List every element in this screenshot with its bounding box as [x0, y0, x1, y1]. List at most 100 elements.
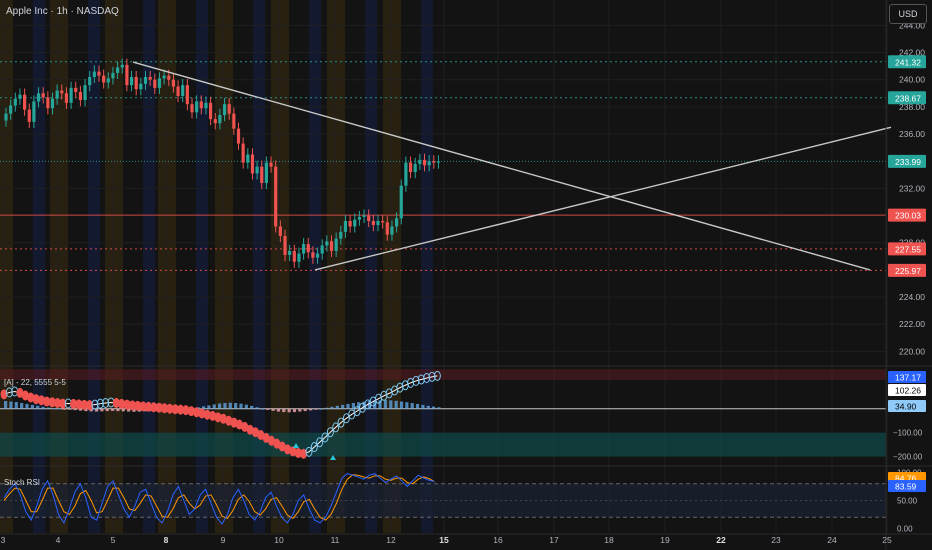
osc-cloud-mark	[337, 417, 345, 428]
pre-market-band	[158, 0, 176, 533]
osc-histogram-bar	[319, 408, 323, 410]
candle-body	[264, 162, 268, 183]
candle-body	[408, 162, 413, 173]
candle-body	[315, 253, 320, 258]
candle-body	[143, 77, 148, 84]
osc-cloud-mark	[96, 398, 104, 409]
osc-cloud-mark	[433, 370, 441, 381]
osc-histogram-bar	[314, 408, 318, 410]
candle-body	[422, 159, 427, 166]
candle-body	[283, 235, 287, 255]
candle-body	[32, 101, 36, 122]
time-axis[interactable]: 3 4 5 8 9 10 11 12 15 16 17 18 19 22 23 24 25	[1, 535, 892, 545]
candle-body	[250, 154, 255, 174]
price-tick-label: 222.00	[899, 319, 925, 329]
candle-body	[427, 161, 431, 166]
candle-body	[246, 154, 250, 163]
candle-body	[9, 105, 13, 114]
time-tick-label: 9	[221, 535, 226, 545]
osc-cloud-mark	[412, 375, 420, 386]
price-level-value: 241.32	[895, 57, 921, 67]
price-tick-label: 224.00	[899, 292, 925, 302]
time-tick-label: 5	[111, 535, 116, 545]
price-level-tag	[888, 55, 926, 69]
osc-histogram-bar	[308, 408, 313, 411]
osc-histogram-bar	[303, 408, 307, 412]
candle-body	[50, 98, 55, 109]
osc-value-label: 137.17	[895, 373, 921, 383]
candle-body	[260, 166, 264, 183]
candle-body	[222, 104, 227, 116]
osc-histogram-bar	[105, 408, 109, 412]
osc-histogram-bar	[292, 408, 297, 413]
osc-histogram-bar	[121, 408, 125, 412]
osc-histogram-bar	[94, 408, 99, 412]
candle-body	[357, 216, 361, 220]
candle-body	[185, 85, 189, 105]
candle-body	[395, 218, 399, 227]
osc-histogram-bar	[212, 404, 216, 409]
osc-histogram-bar	[100, 408, 104, 412]
osc-histogram-bar	[432, 406, 436, 409]
pre-market-band	[215, 0, 233, 533]
osc-cloud-mark	[417, 374, 425, 385]
trendline-ascending	[314, 126, 892, 271]
osc-cloud-mark	[326, 427, 334, 438]
candle-body	[241, 143, 245, 163]
time-tick-label: 24	[827, 535, 837, 545]
candle-body	[227, 104, 231, 114]
candle-body	[306, 244, 310, 253]
candle-body	[195, 101, 199, 113]
osc-histogram-bar	[4, 401, 8, 409]
osc-value-label: 102.26	[895, 386, 921, 396]
osc-histogram-bar	[260, 408, 264, 410]
osc-histogram-bar	[394, 400, 398, 409]
candle-body	[181, 85, 185, 97]
price-level-value: 238.67	[895, 93, 921, 103]
candle-body	[302, 244, 306, 254]
candle-body	[269, 162, 273, 167]
osc-histogram-bar	[341, 404, 345, 409]
candle-body	[362, 215, 366, 217]
candle-body	[167, 75, 171, 80]
candle-body	[148, 77, 152, 80]
candle-body	[176, 86, 180, 97]
osc-histogram-bar	[57, 408, 61, 410]
osc-histogram-bar	[132, 408, 136, 412]
candle-body	[390, 226, 394, 235]
osc-histogram-bar	[287, 408, 291, 413]
candle-body	[348, 221, 352, 227]
candle-body	[418, 159, 422, 164]
osc-cloud-mark	[102, 397, 110, 408]
candle-body	[120, 64, 124, 68]
osc-histogram-bar	[325, 407, 329, 409]
candle-body	[36, 93, 41, 102]
stoch-band	[0, 483, 886, 518]
osc-histogram-bar	[378, 400, 382, 409]
buy-signal-arrow	[330, 455, 336, 460]
osc-overbought-zone	[0, 369, 886, 380]
price-level-tag	[888, 154, 926, 168]
osc-histogram-bar	[111, 408, 115, 411]
osc-cloud-mark	[310, 442, 318, 453]
osc-histogram-bar	[405, 402, 409, 409]
price-tick-label: 242.00	[899, 48, 925, 58]
candle-body	[55, 90, 59, 99]
candle-body	[78, 91, 82, 101]
candle-body	[343, 221, 348, 232]
osc-histogram-bar	[52, 407, 56, 409]
candle-body	[199, 101, 203, 109]
candle-body	[236, 128, 241, 144]
candle-body	[64, 93, 69, 103]
currency-button[interactable]: USD	[889, 4, 927, 24]
osc-histogram-bar	[62, 408, 67, 410]
candle-body	[134, 77, 138, 90]
osc-histogram-bar	[367, 401, 371, 409]
osc-histogram-bar	[127, 408, 131, 412]
osc-histogram-bar	[351, 402, 355, 409]
candle-body	[60, 90, 64, 94]
osc-histogram-bar	[362, 401, 366, 409]
osc-value-label: 34.90	[895, 402, 917, 412]
